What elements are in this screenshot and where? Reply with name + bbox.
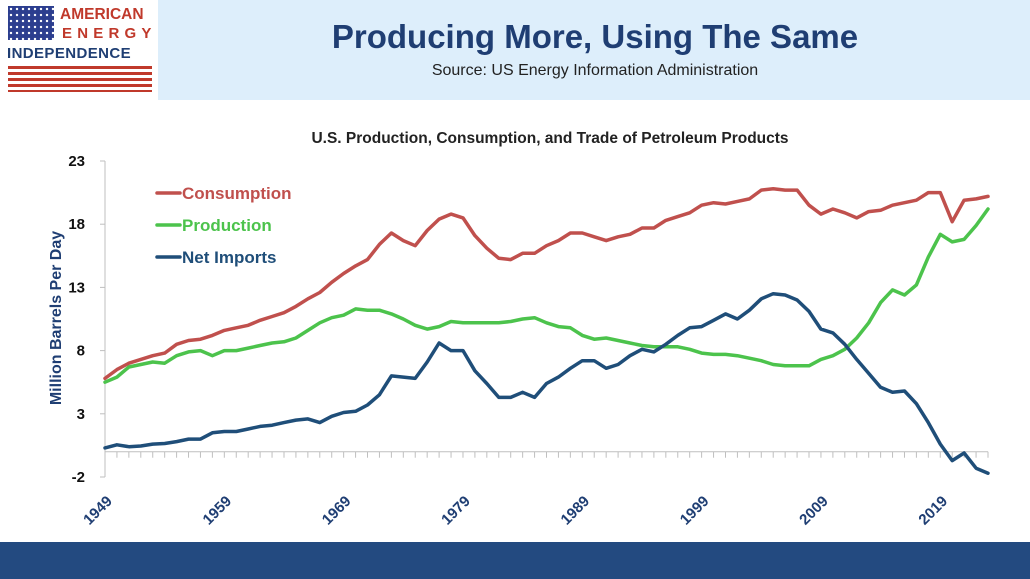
logo: AMERICAN ENERGY INDEPENDENCE	[0, 0, 158, 100]
page-title: Producing More, Using The Same	[331, 18, 859, 55]
axes: -2 3 8 13 18 23 1949 1959 1969 1979 1989 1999 2009 20…	[68, 153, 989, 529]
legend-item-production: Production	[182, 216, 272, 235]
logo-line-american: AMERICAN	[60, 6, 144, 23]
x-tick-label: 2009	[796, 493, 832, 529]
y-tick-label: -2	[72, 469, 85, 486]
flag-stripes-icon	[8, 66, 152, 92]
production-line	[103, 207, 990, 384]
x-tick-label: 1949	[80, 493, 116, 529]
y-tick-label: 18	[68, 216, 85, 233]
x-tick-label: 1989	[558, 493, 594, 529]
chart-title: U.S. Production, Consumption, and Trade …	[311, 130, 788, 147]
logo-line-independence: INDEPENDENCE	[7, 45, 131, 62]
series-lines	[103, 187, 990, 475]
x-tick-label: 2019	[915, 493, 951, 529]
x-tick-label: 1959	[200, 493, 236, 529]
net-imports-line	[103, 291, 990, 475]
y-tick-label: 13	[68, 279, 85, 296]
y-tick-label: 3	[77, 406, 85, 423]
header-banner: AMERICAN ENERGY INDEPENDENCE Producing M…	[0, 0, 1030, 100]
x-tick-label: 1999	[677, 493, 713, 529]
y-tick-label: 8	[77, 343, 85, 360]
x-tick-label: 1969	[319, 493, 355, 529]
legend: Consumption Production Net Imports	[155, 184, 292, 267]
page-subtitle: Source: US Energy Information Administra…	[431, 62, 759, 79]
legend-item-consumption: Consumption	[182, 184, 292, 203]
y-axis-label: Million Barrels Per Day	[48, 231, 65, 405]
footer-bar	[0, 542, 1030, 579]
consumption-line	[103, 187, 990, 381]
logo-line-energy: ENERGY	[62, 25, 157, 42]
petroleum-line-chart: U.S. Production, Consumption, and Trade …	[48, 130, 990, 529]
y-tick-label: 23	[68, 153, 85, 170]
x-tick-label: 1979	[438, 493, 474, 529]
us-flag-icon	[8, 6, 54, 40]
legend-item-net-imports: Net Imports	[182, 248, 276, 267]
